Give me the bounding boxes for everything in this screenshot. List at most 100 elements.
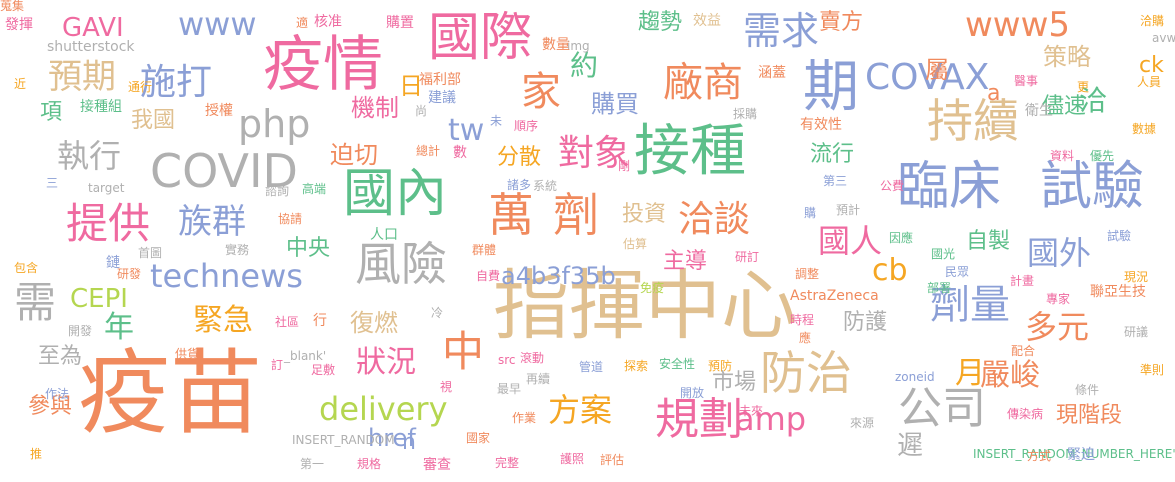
cloud-word: 國家 bbox=[466, 431, 491, 445]
cloud-word: 日 bbox=[399, 72, 423, 100]
cloud-word: 建議 bbox=[428, 90, 456, 106]
cloud-word: 效益 bbox=[693, 13, 721, 29]
cloud-word: 時程 bbox=[790, 313, 815, 327]
cloud-word: 試驗 bbox=[1107, 229, 1132, 243]
cloud-word: 迫切 bbox=[330, 141, 378, 169]
cloud-word: 研發 bbox=[117, 267, 142, 281]
cloud-word: 醫事 bbox=[1014, 74, 1039, 88]
cloud-word: 總計 bbox=[416, 144, 441, 158]
cloud-word: 估算 bbox=[623, 237, 648, 251]
cloud-word: 再續 bbox=[526, 372, 551, 386]
cloud-word: 需求 bbox=[743, 9, 820, 53]
cloud-word: 洽 bbox=[1079, 84, 1108, 117]
cloud-word: 需 bbox=[14, 278, 57, 327]
cloud-word: target bbox=[88, 181, 125, 195]
cloud-word: 對象 bbox=[558, 133, 631, 174]
cloud-word: 研訂 bbox=[735, 250, 760, 264]
cloud-word: AstraZeneca bbox=[790, 288, 879, 304]
cloud-word: 期 bbox=[803, 55, 859, 120]
cloud-word: 提供 bbox=[66, 199, 151, 248]
cloud-word: 社區 bbox=[275, 315, 300, 329]
cloud-word: 防治 bbox=[760, 346, 852, 400]
cloud-word: 審查 bbox=[423, 457, 451, 473]
cloud-word: 傳染病 bbox=[1007, 407, 1044, 421]
cloud-word: 計畫 bbox=[1010, 274, 1035, 288]
cloud-word: 首圖 bbox=[138, 246, 163, 260]
cloud-word: 推 bbox=[30, 447, 43, 461]
cloud-word: 鏈 bbox=[106, 255, 120, 271]
cloud-word: php bbox=[238, 102, 311, 146]
cloud-word: 高端 bbox=[302, 182, 327, 196]
cloud-word: 劑 bbox=[553, 188, 599, 242]
cloud-word: 自製 bbox=[966, 229, 1011, 254]
cloud-word: INSERT_RANDOM bbox=[292, 433, 395, 447]
cloud-word: 訂 bbox=[271, 358, 284, 372]
cloud-word: 施打 bbox=[140, 62, 213, 103]
cloud-word: 規劃 bbox=[655, 394, 743, 445]
cloud-word: tw bbox=[448, 113, 485, 148]
cloud-word: 市場 bbox=[712, 370, 757, 395]
cloud-word: 冷 bbox=[431, 306, 444, 320]
cloud-word: 風險 bbox=[355, 237, 447, 291]
cloud-word: 指揮中心 bbox=[493, 261, 797, 350]
cloud-word: 管道 bbox=[579, 360, 604, 374]
cloud-word: 接種 bbox=[634, 119, 746, 184]
cloud-word: 數據 bbox=[1132, 122, 1157, 136]
cloud-word: 部署 bbox=[927, 281, 952, 295]
cloud-word: 免疫 bbox=[640, 281, 665, 295]
cloud-word: 人口 bbox=[370, 227, 398, 243]
cloud-word: CEPI bbox=[70, 284, 128, 314]
cloud-word: 劑量 bbox=[930, 282, 1010, 328]
cloud-word: 方式 bbox=[1027, 449, 1052, 463]
cloud-word: 研議 bbox=[1124, 325, 1149, 339]
cloud-word: 來源 bbox=[850, 416, 875, 430]
cloud-word: 復燃 bbox=[350, 309, 398, 337]
cloud-word: 資料 bbox=[1050, 149, 1075, 163]
cloud-word: 機制 bbox=[351, 94, 399, 122]
cloud-word: 滾動 bbox=[520, 351, 545, 365]
cloud-word: 涵蓋 bbox=[758, 65, 786, 81]
cloud-word: delivery bbox=[319, 390, 448, 428]
cloud-word: 作業 bbox=[512, 411, 537, 425]
cloud-word: 配合 bbox=[1011, 344, 1036, 358]
cloud-word: 專家 bbox=[1046, 292, 1071, 306]
cloud-word: 通行 bbox=[128, 80, 153, 94]
cloud-word: 投資 bbox=[622, 202, 667, 227]
cloud-word: 我國 bbox=[131, 108, 176, 133]
cloud-word: img bbox=[567, 39, 590, 53]
cloud-word: 主導 bbox=[663, 249, 708, 274]
cloud-word: src bbox=[498, 353, 516, 367]
cloud-word: 約 bbox=[570, 49, 599, 82]
cloud-word: 視 bbox=[440, 380, 453, 394]
cloud-word: 第一 bbox=[300, 457, 325, 471]
cloud-word: 適 bbox=[296, 16, 309, 30]
cloud-word: 發揮 bbox=[5, 17, 33, 33]
cloud-word: 未 bbox=[490, 114, 503, 128]
cloud-word: 分散 bbox=[497, 145, 542, 170]
cloud-word: 臨床 bbox=[897, 157, 1002, 217]
cloud-word: 近 bbox=[14, 77, 27, 91]
cloud-word: 狀況 bbox=[356, 345, 416, 380]
cloud-word: www5 bbox=[965, 5, 1071, 45]
cloud-word: 中央 bbox=[286, 236, 331, 261]
cloud-word: 國人 bbox=[818, 222, 883, 260]
cloud-word: INSERT_RANDOM_NUMBER_HERE' bbox=[973, 447, 1175, 461]
cloud-word: 購置 bbox=[386, 15, 414, 31]
cloud-word: ck bbox=[1139, 53, 1164, 78]
cloud-word: 衛生 bbox=[1025, 103, 1053, 119]
cloud-word: 優先 bbox=[1090, 149, 1115, 163]
cloud-word: 足敷 bbox=[311, 363, 336, 377]
cloud-word: 數 bbox=[453, 145, 467, 161]
cloud-word: 接種組 bbox=[80, 99, 122, 115]
cloud-word: 月 bbox=[955, 356, 985, 391]
cloud-word: zoneid bbox=[895, 370, 935, 384]
cloud-word: 購買 bbox=[591, 90, 639, 118]
cloud-word: 洽購 bbox=[1140, 14, 1165, 28]
cloud-word: 系統 bbox=[533, 179, 558, 193]
cloud-word: 方案 bbox=[548, 391, 613, 429]
cloud-word: 趨勢 bbox=[638, 10, 683, 35]
cloud-word: 第三 bbox=[823, 174, 848, 188]
cloud-word: 作法 bbox=[45, 387, 70, 401]
cloud-word: 諮詢 bbox=[265, 184, 290, 198]
